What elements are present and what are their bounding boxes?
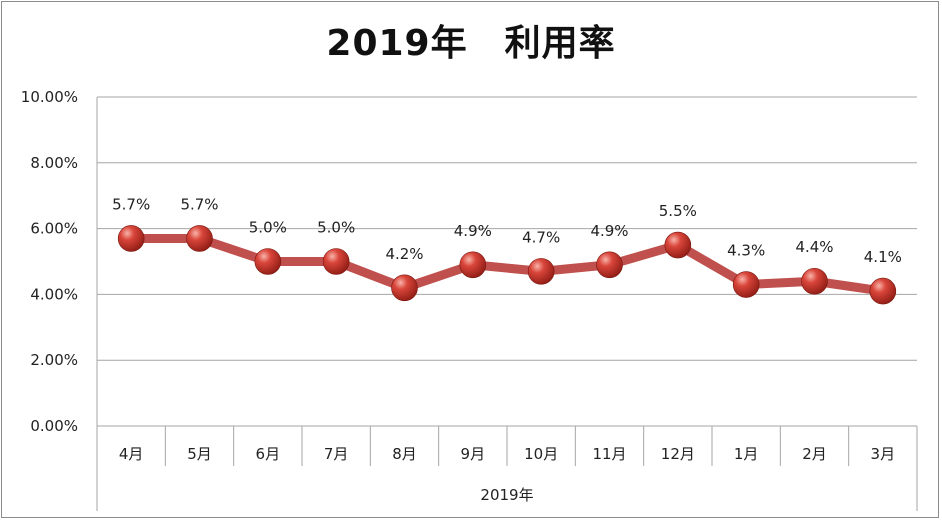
x-tick-label: 1月 (734, 445, 759, 463)
data-point-marker (186, 225, 213, 252)
data-label: 5.0% (317, 219, 355, 237)
chart-title: 2019年 利用率 (326, 23, 616, 64)
data-point-marker (254, 248, 282, 275)
data-label: 5.0% (249, 219, 287, 237)
x-tick-label: 2月 (802, 445, 827, 463)
x-tick-label: 3月 (871, 445, 896, 463)
x-tick-label: 6月 (256, 445, 281, 463)
data-label: 4.1% (864, 248, 902, 266)
x-tick-label: 11月 (592, 445, 626, 463)
x-tick-label: 5月 (187, 445, 212, 463)
data-label: 4.7% (522, 228, 560, 246)
series-line (126, 233, 888, 296)
y-tick-label: 4.00% (30, 285, 78, 303)
data-label: 4.9% (454, 222, 492, 240)
x-tick-label: 10月 (524, 445, 558, 463)
data-point-marker (801, 267, 828, 295)
y-tick-label: 2.00% (30, 351, 78, 369)
y-tick-label: 6.00% (30, 220, 78, 238)
x-axis-label: 2019年 (480, 486, 533, 504)
data-point-marker (322, 248, 350, 275)
data-point-marker (596, 251, 623, 279)
data-point-marker (869, 277, 897, 305)
data-point-marker (527, 258, 555, 285)
x-tick-label: 9月 (461, 445, 486, 463)
x-tick-label: 8月 (392, 445, 417, 463)
x-tick-label: 12月 (661, 445, 695, 463)
data-label: 5.7% (112, 195, 150, 213)
data-label: 4.3% (727, 242, 765, 260)
y-tick-label: 8.00% (30, 154, 78, 172)
data-point-marker (391, 274, 418, 302)
data-label: 4.9% (590, 222, 628, 240)
data-point-marker (459, 251, 487, 279)
data-point-marker (664, 231, 692, 259)
y-tick-label: 0.00% (30, 417, 78, 435)
x-tick-label: 7月 (324, 445, 349, 463)
data-label: 4.4% (795, 238, 833, 256)
data-label: 5.5% (659, 202, 697, 220)
y-tick-label: 10.00% (21, 88, 78, 106)
data-point-marker (117, 225, 145, 252)
x-tick-label: 4月 (119, 445, 144, 463)
data-label: 5.7% (180, 195, 218, 213)
data-label: 4.2% (385, 245, 423, 263)
data-point-marker (732, 271, 760, 298)
